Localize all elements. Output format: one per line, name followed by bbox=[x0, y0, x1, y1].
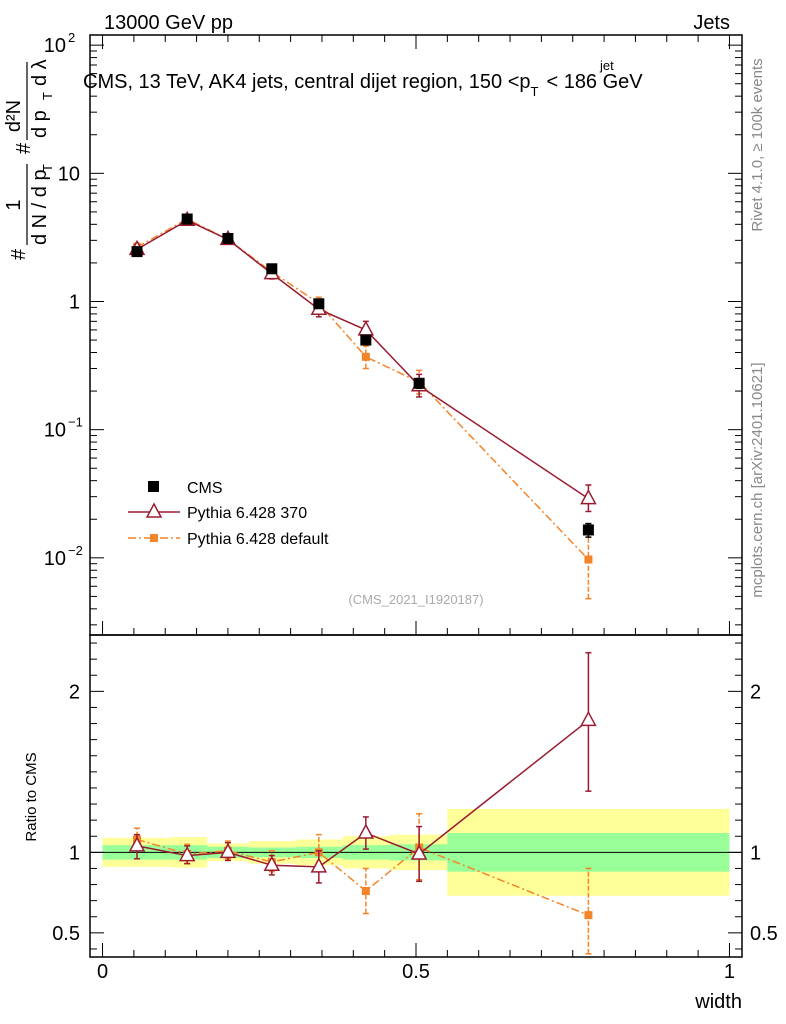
ratio-y-axis-label: Ratio to CMS bbox=[23, 752, 40, 841]
main-cms-point bbox=[582, 524, 594, 536]
ratio-pythia-370-point bbox=[178, 845, 196, 862]
ratio-panel-frame bbox=[89, 634, 743, 958]
main-y-axis-label: # 1 d N / d p T # d²N d p T d λ bbox=[3, 59, 55, 260]
main-cms-point bbox=[222, 233, 234, 245]
x-axis-label: width bbox=[694, 991, 742, 1013]
ratio-pythia-370-point bbox=[357, 823, 375, 839]
y-tick-label: 10 bbox=[44, 548, 66, 570]
mcplots-label: mcplots.cern.ch [arXiv:2401.10621] bbox=[749, 362, 766, 597]
ylabel-dpt: d p bbox=[29, 110, 51, 138]
legend-marker-cms bbox=[148, 481, 159, 492]
ratio-pythia-default-point bbox=[584, 911, 593, 920]
main-pythia-default-point bbox=[584, 555, 593, 564]
ratio-pythia-370-point bbox=[263, 855, 281, 871]
x-tick-label: 1 bbox=[724, 961, 735, 983]
ylabel-dn-dpt-sub: T bbox=[40, 164, 55, 172]
ratio-pythia-default-point bbox=[361, 886, 370, 895]
main-cms-point bbox=[181, 213, 193, 225]
legend-marker-pythia-370 bbox=[145, 502, 163, 518]
main-cms-point bbox=[131, 246, 143, 258]
ratio-panel-ticks: 0 0.5 1 0.5 0.5 1 1 2 2 bbox=[52, 642, 778, 983]
main-cms-point bbox=[413, 377, 425, 389]
ylabel-dpt-sub: T bbox=[40, 92, 55, 100]
y-tick-label: 10 bbox=[44, 420, 66, 442]
ratio-pythia-370-point bbox=[310, 857, 328, 873]
ratio-pythia-370-line bbox=[136, 719, 589, 868]
ratio-pythia-370-point bbox=[580, 710, 597, 727]
y-tick-label-exponent: −2 bbox=[68, 543, 83, 558]
header-energy-label: 13000 GeV pp bbox=[104, 12, 233, 34]
ratio-pythia-370-point bbox=[128, 836, 146, 852]
ratio-y-tick-label-right: 2 bbox=[750, 681, 761, 703]
main-cms-point bbox=[266, 263, 278, 275]
y-tick-label: 10 bbox=[44, 35, 66, 57]
ratio-y-tick-label-left: 1 bbox=[69, 842, 80, 864]
header-category-label: Jets bbox=[693, 12, 730, 34]
main-cms-point bbox=[313, 298, 325, 310]
ratio-pythia-default-line bbox=[136, 838, 589, 916]
analysis-id-watermark: (CMS_2021_I1920187) bbox=[348, 592, 483, 607]
legend-label-pythia-370: Pythia 6.428 370 bbox=[187, 505, 307, 522]
legend: CMS Pythia 6.428 370 Pythia 6.428 defaul… bbox=[128, 480, 329, 548]
y-tick-label-exponent: 2 bbox=[68, 30, 75, 45]
legend-label-cms: CMS bbox=[187, 480, 223, 497]
ratio-y-tick-label-left: 2 bbox=[69, 681, 80, 703]
ratio-panel-series bbox=[128, 651, 597, 955]
legend-label-pythia-default: Pythia 6.428 default bbox=[187, 531, 329, 548]
ylabel-hash-mid: # bbox=[13, 142, 35, 154]
plot-title: CMS, 13 TeV, AK4 jets, central dijet reg… bbox=[83, 71, 643, 99]
ratio-pythia-370-point bbox=[219, 842, 237, 859]
ratio-y-tick-label-right: 1 bbox=[750, 842, 761, 864]
main-pythia-default-line bbox=[136, 218, 589, 561]
ylabel-d2n: d²N bbox=[3, 100, 25, 132]
rivet-version-label: Rivet 4.1.0, ≥ 100k events bbox=[749, 58, 766, 231]
ratio-y-tick-label-left: 0.5 bbox=[52, 923, 80, 945]
ratio-pythia-370-point bbox=[410, 844, 428, 860]
plot-title-superscript: jet bbox=[599, 58, 614, 73]
main-panel-series bbox=[128, 210, 597, 600]
main-pythia-370-point bbox=[580, 488, 597, 505]
y-tick-label-exponent: −1 bbox=[68, 415, 83, 430]
ratio-y-tick-label-right: 0.5 bbox=[750, 923, 778, 945]
ylabel-one: 1 bbox=[3, 199, 25, 210]
ylabel-dn-dpt: d N / d p bbox=[29, 169, 51, 245]
legend-marker-pythia-default bbox=[150, 534, 158, 542]
main-pythia-default-point bbox=[361, 352, 370, 361]
y-tick-label: 10 bbox=[58, 163, 80, 185]
ylabel-hash-left: # bbox=[8, 248, 30, 260]
main-cms-point bbox=[360, 334, 372, 346]
ylabel-dlambda: d λ bbox=[29, 59, 51, 86]
x-tick-label: 0 bbox=[97, 961, 108, 983]
ratio-plot-panel: 0 0.5 1 0.5 0.5 1 1 2 2 bbox=[52, 634, 778, 983]
y-tick-label: 1 bbox=[69, 291, 80, 313]
x-tick-label: 0.5 bbox=[402, 961, 430, 983]
